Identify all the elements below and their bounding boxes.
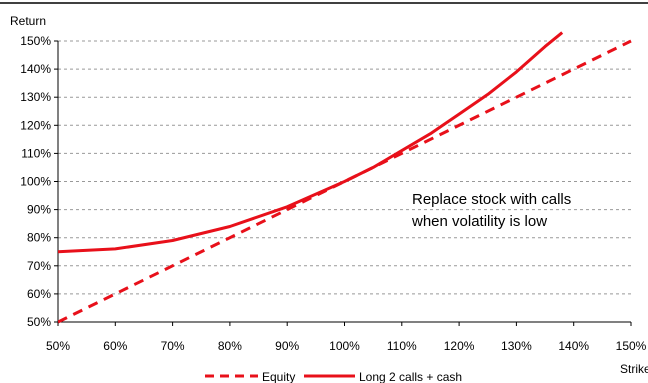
y-tick-label: 150%	[20, 34, 51, 48]
y-tick-label: 100%	[20, 175, 51, 189]
x-tick-label: 150%	[616, 339, 647, 353]
gridlines	[54, 40, 632, 326]
series-layer	[58, 31, 632, 324]
y-axis-title: Return	[10, 14, 46, 28]
x-tick-label: 120%	[444, 339, 475, 353]
y-tick-label: 90%	[27, 203, 51, 217]
y-tick-label: 120%	[20, 118, 51, 132]
y-tick-label: 50%	[27, 315, 51, 329]
y-tick-label: 140%	[20, 62, 51, 76]
y-tick-label: 60%	[27, 287, 51, 301]
y-tick-label: 110%	[21, 146, 51, 160]
x-tick-label: 70%	[161, 339, 185, 353]
x-tick-label: 90%	[275, 339, 299, 353]
y-tick-label: 80%	[27, 231, 51, 245]
x-axis-title: Strike	[620, 362, 648, 376]
annotation-line-1: Replace stock with calls	[412, 191, 571, 208]
y-tick-label: 130%	[20, 90, 51, 104]
x-tick-labels: 50% 60% 70% 80% 90% 100% 110% 120% 130% 140% 150%	[46, 339, 647, 353]
y-tick-labels: 50% 60% 70% 80% 90% 100% 110% 120% 130% 140% 150%	[20, 34, 51, 329]
y-tick-label: 70%	[27, 259, 51, 273]
x-tick-label: 100%	[329, 339, 360, 353]
legend: Equity Long 2 calls + cash	[205, 370, 462, 383]
x-tick-label: 80%	[218, 339, 242, 353]
legend-label-equity: Equity	[262, 370, 295, 383]
series-line-equity	[58, 39, 632, 324]
x-tick-label: 50%	[46, 339, 70, 353]
series-line-long-calls	[58, 31, 564, 254]
x-tick-label: 140%	[558, 339, 589, 353]
annotation-line-2: when volatility is low	[411, 213, 547, 230]
x-tick-label: 110%	[387, 339, 417, 353]
x-tick-label: 60%	[103, 339, 127, 353]
legend-label-long-calls: Long 2 calls + cash	[359, 370, 462, 383]
x-tick-label: 130%	[501, 339, 532, 353]
